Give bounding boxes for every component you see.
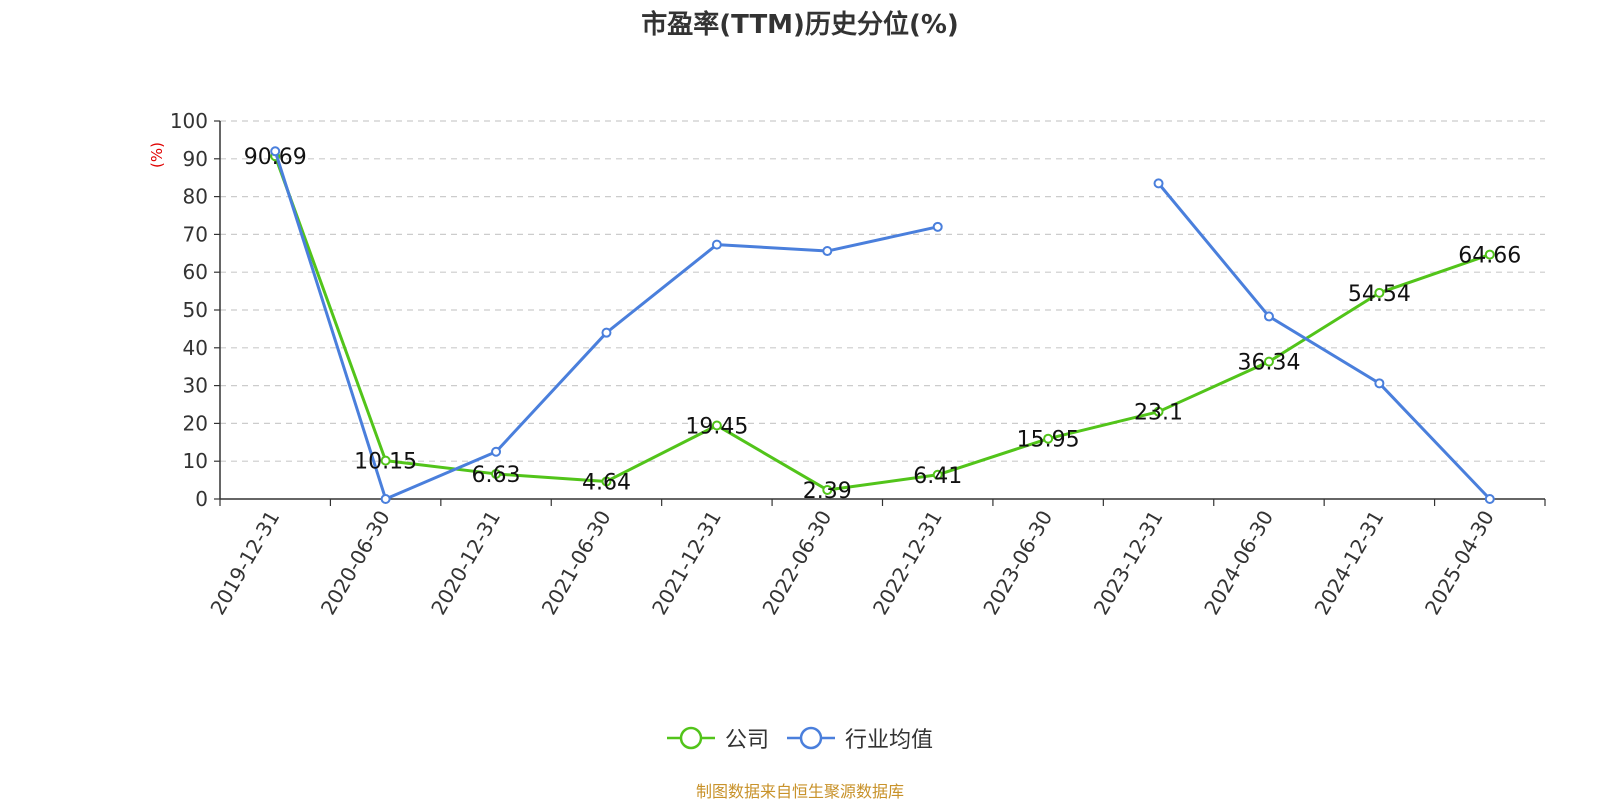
legend-label-industry: 行业均值 — [845, 728, 934, 753]
legend-line-icon — [787, 726, 835, 750]
data-point-industry — [932, 221, 943, 232]
data-label: 10.15 — [354, 450, 417, 475]
x-tick-label: 2021-12-31 — [647, 506, 726, 619]
data-point-company — [601, 476, 612, 487]
x-tick-label: 2019-12-31 — [205, 506, 284, 619]
legend-item-industry[interactable]: 行业均值 — [787, 722, 933, 754]
data-label: 6.63 — [472, 463, 521, 488]
x-tick-label: 2024-06-30 — [1199, 506, 1278, 619]
data-point-industry — [601, 327, 612, 338]
legend: 公司 行业均值 — [0, 722, 1600, 754]
x-tick-label: 2022-12-31 — [868, 506, 947, 619]
data-point-company — [932, 469, 943, 480]
data-point-industry — [270, 146, 281, 157]
legend-item-company[interactable]: 公司 — [666, 722, 769, 754]
data-point-industry — [1153, 178, 1164, 189]
y-tick-label: 10 — [183, 449, 208, 473]
data-point-company — [822, 484, 833, 495]
axes: 0 10 20 30 40 50 60 70 80 90 100 2019-12-31 2020-06-… — [170, 109, 1546, 619]
data-label: 2.39 — [803, 479, 852, 504]
y-tick-label: 0 — [195, 487, 208, 511]
data-point-company — [1374, 287, 1385, 298]
x-tick-label: 2023-06-30 — [978, 506, 1057, 619]
data-label: 4.64 — [582, 470, 631, 495]
x-tick-label: 2020-12-31 — [426, 506, 505, 619]
data-point-company — [1153, 406, 1164, 417]
y-tick-label: 80 — [183, 185, 208, 209]
series-line-industry — [1157, 182, 1491, 501]
data-point-industry — [491, 446, 502, 457]
x-tick-label: 2024-12-31 — [1310, 506, 1389, 619]
data-label: 36.34 — [1237, 351, 1300, 376]
data-point-company — [1043, 433, 1054, 444]
y-tick-label: 50 — [183, 298, 208, 322]
chart-title: 市盈率(TTM)历史分位(%) — [641, 10, 959, 40]
data-point-industry — [1484, 494, 1495, 504]
y-tick-label: 90 — [183, 147, 208, 171]
x-tick-label: 2022-06-30 — [757, 506, 836, 619]
data-point-company — [1484, 249, 1495, 260]
data-point-industry — [822, 246, 833, 257]
x-tick-label: 2020-06-30 — [316, 506, 395, 619]
x-tick-label: 2021-06-30 — [537, 506, 616, 619]
source-note: 制图数据来自恒生聚源数据库 — [695, 782, 904, 801]
data-label: 23.1 — [1134, 401, 1183, 426]
y-tick-label: 60 — [183, 260, 208, 284]
data-label: 19.45 — [685, 414, 748, 439]
data-point-industry — [1263, 311, 1274, 322]
data-point-industry — [1374, 378, 1385, 389]
x-tick-label: 2025-04-30 — [1420, 506, 1499, 619]
x-tick-label: 2023-12-31 — [1089, 506, 1168, 619]
data-point-company — [1263, 356, 1274, 367]
y-tick-label: 20 — [183, 411, 208, 435]
y-tick-label: 70 — [183, 222, 208, 246]
data-label: 6.41 — [913, 464, 962, 489]
data-labels: 90.69 10.15 6.63 4.64 19.45 2.39 6.41 15.95 23.1… — [244, 145, 1522, 504]
data-label: 15.95 — [1017, 428, 1080, 453]
data-label: 64.66 — [1458, 244, 1521, 269]
data-point-company — [711, 420, 722, 431]
legend-line-icon — [666, 726, 715, 750]
series — [270, 146, 1495, 504]
y-tick-label: 40 — [183, 336, 208, 360]
series-line-company — [273, 155, 1491, 492]
data-point-company — [491, 468, 502, 479]
grid-lines — [220, 120, 1545, 462]
data-point-industry — [711, 239, 722, 250]
y-tick-label: 100 — [170, 109, 208, 133]
legend-label-company: 公司 — [724, 728, 769, 753]
series-line-industry — [273, 150, 939, 501]
data-label: 90.69 — [244, 145, 307, 170]
y-tick-label: 30 — [183, 374, 208, 398]
data-point-company — [380, 455, 391, 466]
y-axis-label: (%) — [148, 142, 166, 168]
data-point-industry — [380, 494, 391, 504]
data-label: 54.54 — [1348, 282, 1411, 307]
